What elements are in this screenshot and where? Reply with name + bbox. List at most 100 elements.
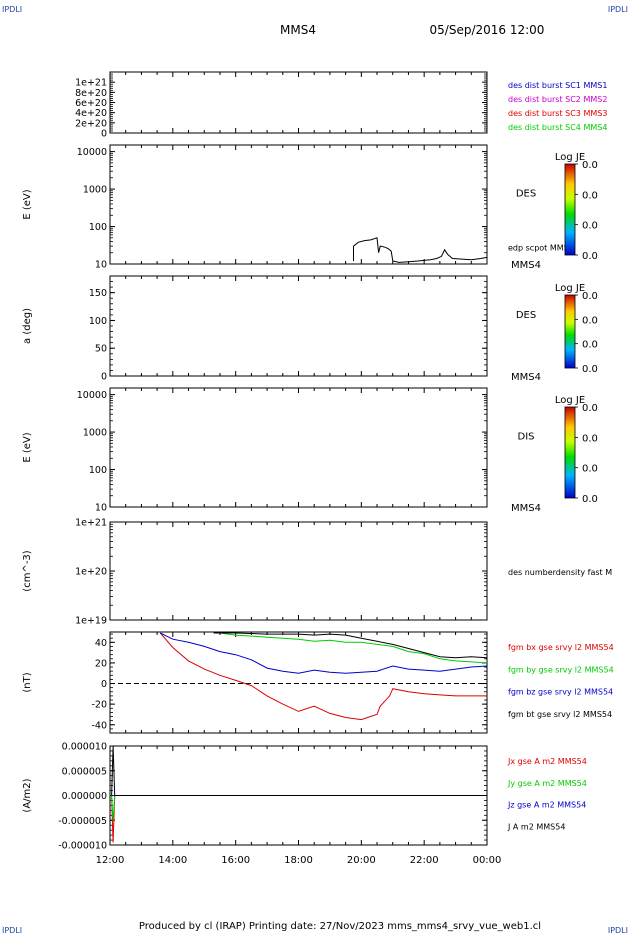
colorbar-tick-label: 0.0	[582, 160, 598, 171]
colorbar-tick-label: 0.0	[582, 494, 598, 505]
y-axis-label: (nT)	[22, 672, 33, 692]
legend-entry: fgm bz gse srvy l2 MMS54	[508, 688, 613, 697]
y-tick-label: 0	[101, 129, 107, 140]
panel-frame-dis-energy	[109, 387, 488, 508]
series-line-0	[159, 632, 487, 721]
corner-label-top-left: IPDLI	[2, 5, 22, 14]
legend-entry: des numberdensity fast M	[508, 568, 612, 577]
colorbar-tick-label: 0.0	[582, 221, 598, 232]
y-tick-label: 0.000010	[62, 742, 107, 753]
instrument-label: DIS	[518, 432, 535, 443]
y-tick-label: 10000	[77, 390, 107, 401]
time-tick-label: 20:00	[347, 855, 376, 866]
corner-label-top-right: IPDLI	[608, 5, 628, 14]
time-tick-label: 14:00	[158, 855, 187, 866]
corner-label-bottom-right: IPDLI	[608, 926, 628, 934]
legend-entry: des dist burst SC1 MMS1	[508, 81, 607, 90]
y-axis-label: (cm^-3)	[22, 550, 33, 591]
y-tick-label: 1000	[83, 185, 107, 196]
y-tick-label: 1e+21	[75, 518, 107, 529]
time-tick-label: 12:00	[96, 855, 125, 866]
panel-frame-des-energy	[109, 144, 488, 265]
legend-entry: fgm bt gse srvy l2 MMS54	[508, 710, 612, 719]
colorbar-title: Log JE	[555, 152, 585, 163]
y-tick-label: 0.000000	[62, 791, 107, 802]
series-line-3	[111, 745, 487, 796]
colorbar-tick-label: 0.0	[582, 340, 598, 351]
y-axis-label: E (eV)	[22, 189, 33, 219]
instrument-label: DES	[516, 189, 536, 200]
colorbar-tick-label: 0.0	[582, 364, 598, 375]
time-tick-label: 18:00	[284, 855, 313, 866]
footer-credit: Produced by cl (IRAP) Printing date: 27/…	[139, 921, 541, 932]
y-tick-label: 10	[95, 260, 107, 271]
spacecraft-label: MMS4	[511, 372, 541, 383]
time-tick-label: 22:00	[410, 855, 439, 866]
panel-frame-distribution-burst	[109, 71, 488, 134]
panel-frame-des-pitch-angle	[109, 275, 488, 377]
y-tick-label: -0.000005	[58, 816, 107, 827]
series-line-2	[160, 632, 488, 674]
panel-frame-density	[109, 521, 488, 621]
y-tick-label: 10	[95, 503, 107, 514]
series-line-3	[213, 632, 488, 659]
time-tick-label: 16:00	[221, 855, 250, 866]
spacecraft-label: MMS4	[511, 503, 541, 514]
y-tick-label: 1e+20	[75, 567, 107, 578]
legend-entry: J A m2 MMS54	[507, 822, 565, 831]
y-tick-label: 1000	[83, 428, 107, 439]
series-line-1	[111, 795, 487, 821]
legend-entry: Jz gse A m2 MMS54	[507, 801, 586, 810]
colorbar-tick-label: 0.0	[582, 251, 598, 262]
series-line-0	[111, 795, 487, 843]
overlay-line-scpot	[353, 237, 488, 263]
y-tick-label: 6e+20	[75, 98, 107, 109]
y-tick-label: 100	[89, 465, 107, 476]
spacecraft-title: MMS4	[280, 23, 316, 37]
colorbar-tick-label: 0.0	[582, 403, 598, 414]
colorbar	[564, 294, 576, 369]
date-title: 05/Sep/2016 12:00	[430, 23, 545, 37]
colorbar-tick-label: 0.0	[582, 315, 598, 326]
y-tick-label: 20	[95, 658, 107, 669]
corner-label-bottom-left: IPDLI	[2, 926, 22, 934]
y-tick-label: 150	[89, 288, 107, 299]
series-line-1	[213, 632, 488, 664]
y-tick-label: -40	[91, 720, 107, 731]
legend-entry: des dist burst SC3 MMS3	[508, 109, 607, 118]
legend-entry: Jy gse A m2 MMS54	[507, 779, 587, 788]
y-tick-label: 4e+20	[75, 108, 107, 119]
y-axis-label: (A/m2)	[22, 778, 33, 812]
legend-entry: des dist burst SC4 MMS4	[508, 123, 607, 132]
colorbar-tick-label: 0.0	[582, 291, 598, 302]
legend-entry: des dist burst SC2 MMS2	[508, 95, 607, 104]
y-tick-label: 10000	[77, 147, 107, 158]
colorbar-title: Log JE	[555, 283, 585, 294]
y-tick-label: 100	[89, 222, 107, 233]
overlay-label: edp scpot MMS4	[508, 244, 574, 253]
y-tick-label: 0.000005	[62, 766, 107, 777]
colorbar-title: Log JE	[555, 395, 585, 406]
y-tick-label: 100	[89, 316, 107, 327]
colorbar	[564, 406, 576, 499]
spacecraft-label: MMS4	[511, 260, 541, 271]
legend-entry: fgm bx gse srvy l2 MMS54	[508, 643, 614, 652]
y-tick-label: 8e+20	[75, 88, 107, 99]
instrument-label: DES	[516, 310, 536, 321]
legend-entry: Jx gse A m2 MMS54	[507, 757, 587, 766]
legend-entry: fgm by gse srvy l2 MMS54	[508, 665, 614, 674]
colorbar	[564, 163, 576, 256]
y-axis-label: a (deg)	[22, 308, 33, 344]
y-tick-label: -0.000010	[58, 841, 107, 852]
time-tick-label: 00:00	[473, 855, 502, 866]
y-axis-label: E (eV)	[22, 432, 33, 462]
y-tick-label: 2e+20	[75, 118, 107, 129]
colorbar-tick-label: 0.0	[582, 433, 598, 444]
y-tick-label: 1e+19	[75, 616, 107, 627]
panel-frame-magnetic-field	[109, 631, 488, 734]
colorbar-tick-label: 0.0	[582, 190, 598, 201]
y-tick-label: 1e+21	[75, 78, 107, 89]
y-tick-label: 0	[101, 679, 107, 690]
